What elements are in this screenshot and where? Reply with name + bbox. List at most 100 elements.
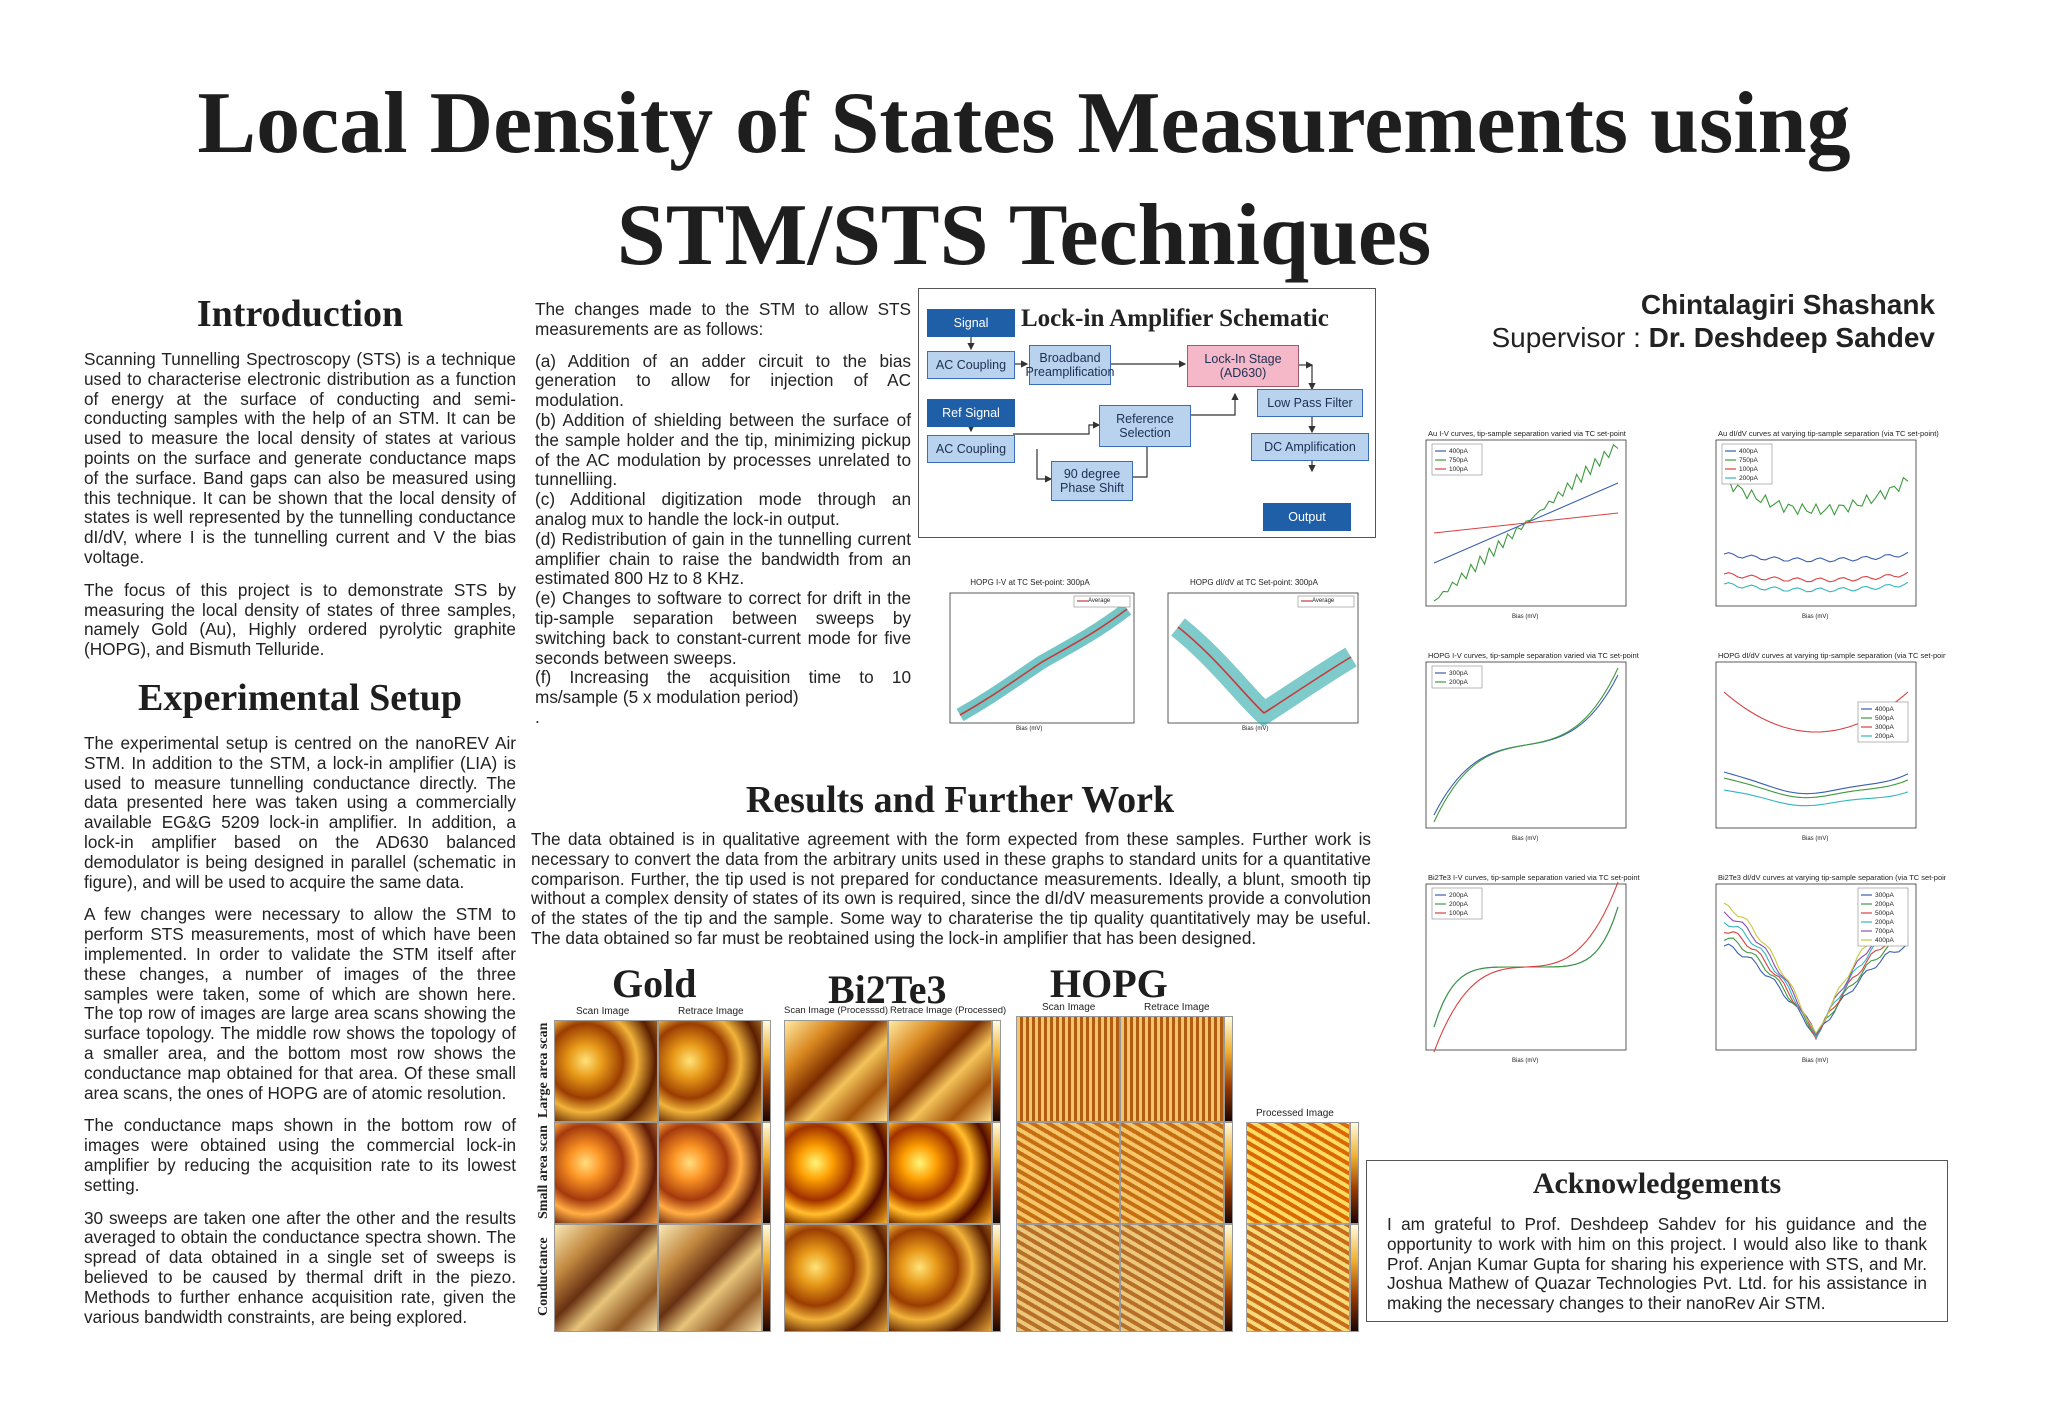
right-plot-legend-label: 200pA <box>1875 901 1894 908</box>
right-plot-legend-label: 200pA <box>1875 733 1894 740</box>
gold-title: Gold <box>612 961 697 1006</box>
experimental-setup-section: Experimental Setup The experimental setu… <box>84 676 516 1340</box>
lockin-stage-block: Lock-In Stage (AD630) <box>1187 345 1299 387</box>
schematic-title: Lock-in Amplifier Schematic <box>1021 305 1329 332</box>
change-a: (a) Addition of an adder circuit to the … <box>535 350 911 411</box>
hopg-didv-legend: Average <box>1312 598 1335 604</box>
poster-title: Local Density of States Measurements usi… <box>0 68 2048 292</box>
change-e: (e) Changes to software to correct for d… <box>535 588 911 668</box>
hopg-small-scan <box>1016 1122 1120 1224</box>
hopg-colorbar-3 <box>1224 1224 1233 1332</box>
author-block: Chintalagiri Shashank Supervisor : Dr. D… <box>1491 288 1935 354</box>
hopg-didv-plot: HOPG dI/dV at TC Set-point: 300pA Averag… <box>1146 578 1362 740</box>
right-plot-curve <box>1433 512 1619 534</box>
right-plot-legend-label: 750pA <box>1449 457 1468 464</box>
acknowledgements-text: I am grateful to Prof. Deshdeep Sahdev f… <box>1387 1214 1927 1314</box>
right-plot-xlabel: Bias (mV) <box>1802 836 1828 842</box>
right-plot-xlabel: Bias (mV) <box>1802 1058 1828 1064</box>
right-plot-curve <box>1723 571 1909 583</box>
right-plot-legend-label: 100pA <box>1449 910 1468 917</box>
gold-colorbar-2 <box>762 1122 771 1224</box>
results-section: The data obtained is in qualitative agre… <box>531 829 1371 962</box>
row-label-small: Small area scan <box>536 1125 551 1219</box>
stm-image-grid: Gold Bi2Te3 HOPG Scan Image Retrace Imag… <box>536 960 1376 1340</box>
bi2te3-small-scan <box>784 1122 888 1224</box>
author-name: Chintalagiri Shashank <box>1640 289 1935 320</box>
right-plot-legend-label: 200pA <box>1449 679 1468 686</box>
intro-paragraph-2: The focus of this project is to demonstr… <box>84 579 516 660</box>
right-plot-1: Au dI/dV curves at varying tip-sample se… <box>1715 429 1939 620</box>
right-plot-legend-label: 200pA <box>1449 892 1468 899</box>
supervisor-prefix: Supervisor : <box>1491 322 1649 353</box>
gold-retrace-caption: Retrace Image <box>678 1006 744 1017</box>
right-plot-legend-label: 700pA <box>1875 928 1894 935</box>
low-pass-filter-block: Low Pass Filter <box>1257 389 1363 417</box>
right-plot-legend-label: 300pA <box>1449 670 1468 677</box>
hopg-colorbar-processed-2 <box>1350 1224 1359 1332</box>
bi2te3-conductance-retrace <box>888 1224 992 1332</box>
right-plot-xlabel: Bias (mV) <box>1802 614 1828 620</box>
gold-large-retrace <box>658 1020 762 1122</box>
change-f: (f) Increasing the acquisition time to 1… <box>535 667 911 708</box>
gold-conductance-retrace <box>658 1224 762 1332</box>
gold-colorbar-3 <box>762 1224 771 1332</box>
setup-paragraph-3: The conductance maps shown in the bottom… <box>84 1115 516 1195</box>
hopg-iv-plot: HOPG I-V at TC Set-point: 300pA Average … <box>922 578 1138 740</box>
right-plot-curve <box>1723 581 1909 593</box>
right-plot-title: HOPG dI/dV curves at varying tip-sample … <box>1718 651 1946 660</box>
change-b: (b) Addition of shielding between the su… <box>535 409 911 490</box>
bi2te3-retrace-caption: Retrace Image (Processed) <box>890 1005 1007 1016</box>
hopg-iv-title: HOPG I-V at TC Set-point: 300pA <box>970 578 1090 587</box>
ac-coupling-block-1: AC Coupling <box>927 351 1015 379</box>
lockin-schematic: Lock-in Amplifier Schematic Signal AC Co… <box>918 288 1376 538</box>
gold-small-retrace <box>658 1122 762 1224</box>
right-plot-legend-label: 100pA <box>1739 466 1758 473</box>
hopg-didv-axes <box>1167 592 1359 727</box>
right-plot-curve <box>1433 881 1619 1053</box>
right-plot-xlabel: Bias (mV) <box>1512 614 1538 620</box>
results-paragraph: The data obtained is in qualitative agre… <box>531 829 1371 948</box>
reference-selection-block: Reference Selection <box>1099 405 1191 447</box>
right-plot-legend-label: 750pA <box>1739 457 1758 464</box>
hopg-colorbar-1 <box>1224 1016 1233 1122</box>
right-plot-curve <box>1723 551 1909 563</box>
changes-intro: The changes made to the STM to allow STS… <box>535 299 911 339</box>
right-plot-legend-label: 200pA <box>1739 475 1758 482</box>
title-line-2: STM/STS Techniques <box>616 187 1432 284</box>
acknowledgements-box: Acknowledgements I am grateful to Prof. … <box>1366 1160 1948 1322</box>
hopg-processed-caption: Processed Image <box>1256 1108 1334 1119</box>
phase-shift-block: 90 degree Phase Shift <box>1051 461 1133 501</box>
right-plot-curve <box>1723 476 1909 516</box>
right-plot-frame <box>1715 661 1917 829</box>
right-plot-3: HOPG dI/dV curves at varying tip-sample … <box>1715 651 1952 842</box>
ref-signal-block: Ref Signal <box>927 399 1015 427</box>
change-dot: . <box>535 706 540 727</box>
setup-paragraph-1: The experimental setup is centred on the… <box>84 733 516 892</box>
right-plot-title: Bi2Te3 dI/dV curves at varying tip-sampl… <box>1718 873 1946 882</box>
intro-paragraph-1: Scanning Tunnelling Spectroscopy (STS) i… <box>84 349 516 567</box>
hopg-retrace-caption: Retrace Image <box>1144 1002 1210 1013</box>
right-plot-title: Au I-V curves, tip-sample separation var… <box>1428 429 1627 438</box>
right-plot-title: Au dI/dV curves at varying tip-sample se… <box>1718 429 1939 438</box>
right-plot-xlabel: Bias (mV) <box>1512 836 1538 842</box>
hopg-title: HOPG <box>1050 961 1168 1006</box>
hopg-processed-conductance <box>1246 1224 1350 1332</box>
stm-changes-list: The changes made to the STM to allow STS… <box>535 299 911 728</box>
right-plot-legend-label: 300pA <box>1875 892 1894 899</box>
ac-coupling-block-2: AC Coupling <box>927 435 1015 463</box>
bi2te3-small-retrace <box>888 1122 992 1224</box>
introduction-section: Introduction Scanning Tunnelling Spectro… <box>84 292 516 673</box>
right-plot-legend-label: 400pA <box>1449 448 1468 455</box>
bi2te3-colorbar-2 <box>992 1122 1001 1224</box>
introduction-heading: Introduction <box>196 293 404 335</box>
right-plot-curve <box>1433 667 1619 823</box>
bi2te3-colorbar-3 <box>992 1224 1001 1332</box>
bi2te3-large-retrace <box>888 1020 992 1122</box>
right-plot-legend-label: 200pA <box>1875 919 1894 926</box>
broadband-preamp-block: Broadband Preamplification <box>1026 345 1114 385</box>
hopg-iv-xlabel: Bias (mV) <box>1016 726 1043 732</box>
bi2te3-title: Bi2Te3 <box>828 967 947 1012</box>
hopg-processed-small <box>1246 1122 1350 1224</box>
title-line-1: Local Density of States Measurements usi… <box>197 75 1851 172</box>
signal-block: Signal <box>927 309 1015 337</box>
